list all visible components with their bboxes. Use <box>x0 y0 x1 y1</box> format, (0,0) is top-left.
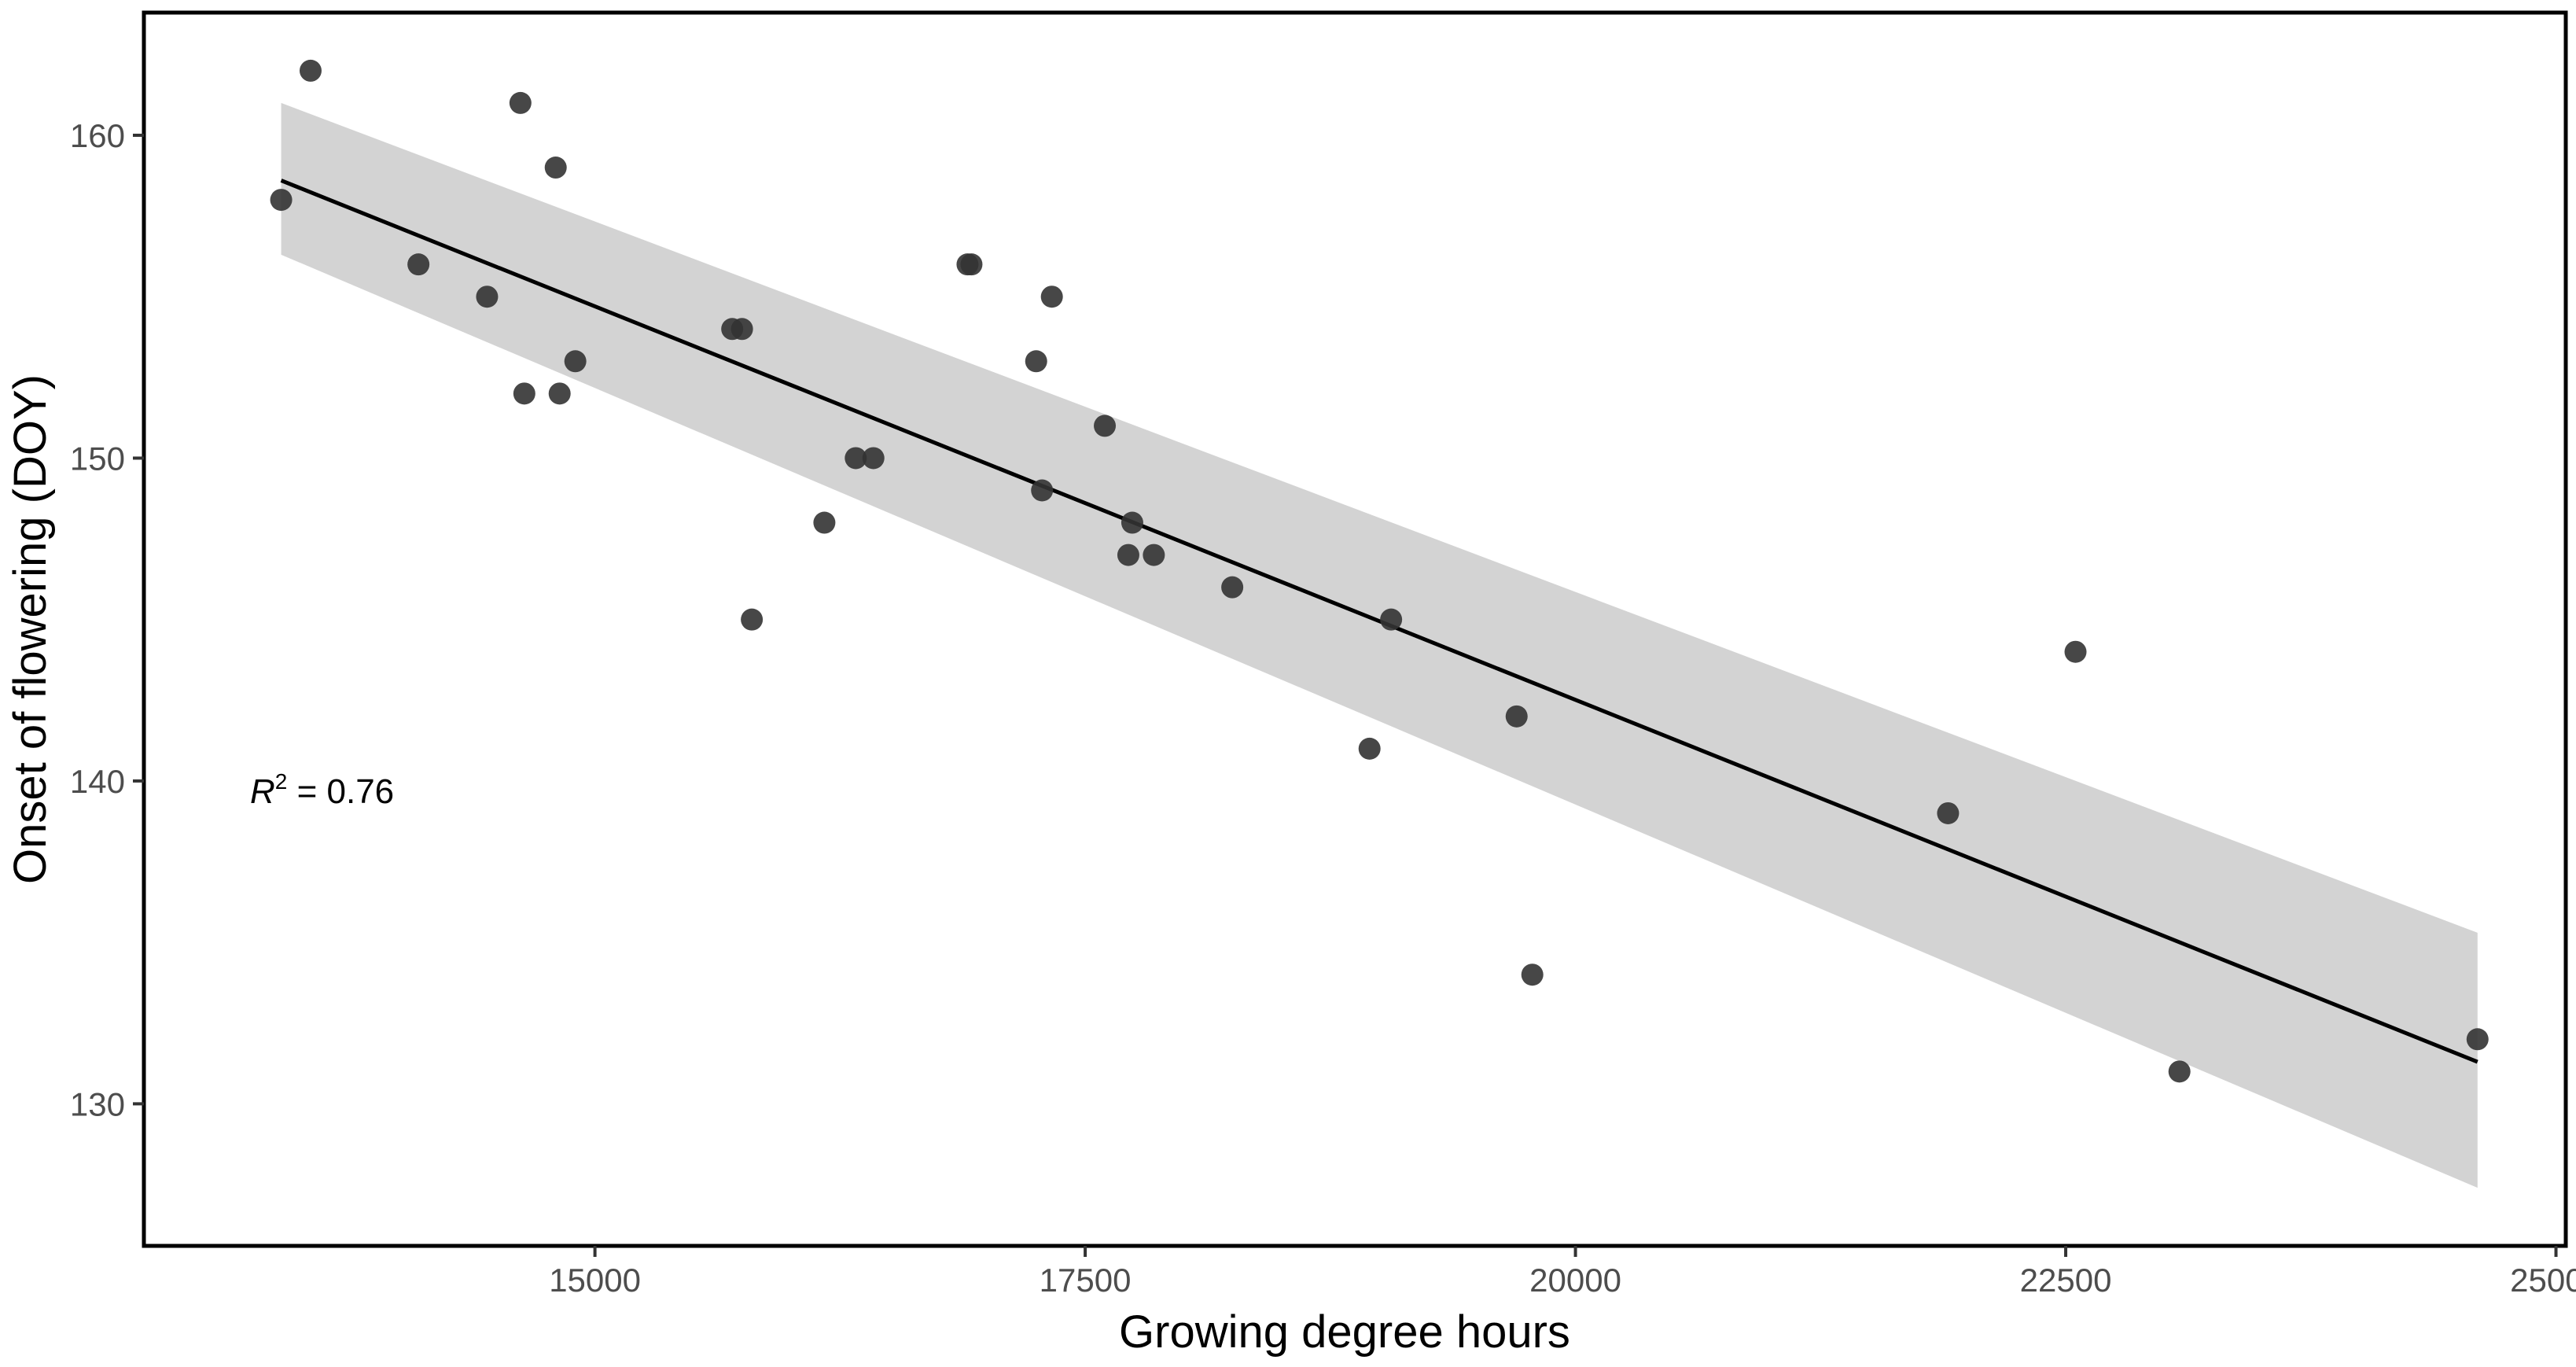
confidence-band <box>281 102 2478 1188</box>
data-points <box>270 59 2489 1083</box>
data-point <box>544 157 567 179</box>
y-tick-label: 130 <box>70 1085 125 1122</box>
data-point <box>1025 350 1047 373</box>
data-point <box>845 447 867 470</box>
data-point <box>1040 286 1063 308</box>
data-point <box>2466 1028 2489 1051</box>
data-point <box>509 91 532 114</box>
data-point <box>1521 964 1544 986</box>
data-point <box>476 286 499 308</box>
y-tick-label: 140 <box>70 763 125 800</box>
y-tick-label: 160 <box>70 117 125 154</box>
data-point <box>1117 543 1139 566</box>
data-point <box>960 253 983 276</box>
data-point <box>1380 608 1403 631</box>
data-point <box>730 318 753 341</box>
data-point <box>407 253 430 276</box>
y-axis-title: Onset of flowering (DOY) <box>5 374 56 884</box>
data-point <box>813 511 836 534</box>
regression-line <box>280 179 2478 1064</box>
data-point <box>564 350 587 373</box>
r-squared-annotation: R2 = 0.76 <box>250 769 394 811</box>
data-point <box>270 189 293 212</box>
data-point <box>1221 576 1244 599</box>
data-point <box>741 608 764 631</box>
x-tick-label: 20000 <box>1529 1262 1621 1299</box>
x-tick-label: 17500 <box>1040 1262 1132 1299</box>
data-point <box>2064 640 2087 663</box>
data-point <box>1143 543 1165 566</box>
data-point <box>1358 737 1381 760</box>
x-tick-label: 15000 <box>549 1262 641 1299</box>
regression-line-layer <box>280 179 2478 1064</box>
data-point <box>1031 479 1054 502</box>
data-point <box>513 382 535 405</box>
x-tick-label: 22500 <box>2020 1262 2112 1299</box>
data-point <box>1094 415 1117 437</box>
x-axis-ticks: 15000 17500 20000 22500 25000 <box>549 1246 2576 1299</box>
x-axis-title: Growing degree hours <box>1119 1306 1570 1358</box>
data-point <box>299 59 322 82</box>
data-point <box>2168 1060 2191 1083</box>
y-axis-ticks: 130 140 150 160 <box>70 117 144 1122</box>
data-point <box>1937 801 1960 824</box>
data-point <box>1121 511 1143 534</box>
confidence-band-layer <box>281 102 2478 1188</box>
data-point <box>548 382 571 405</box>
data-point <box>862 447 885 470</box>
y-tick-label: 150 <box>70 440 125 477</box>
x-tick-label: 25000 <box>2510 1262 2576 1299</box>
plot-panel-border <box>142 10 2568 1248</box>
data-point <box>1505 705 1528 728</box>
